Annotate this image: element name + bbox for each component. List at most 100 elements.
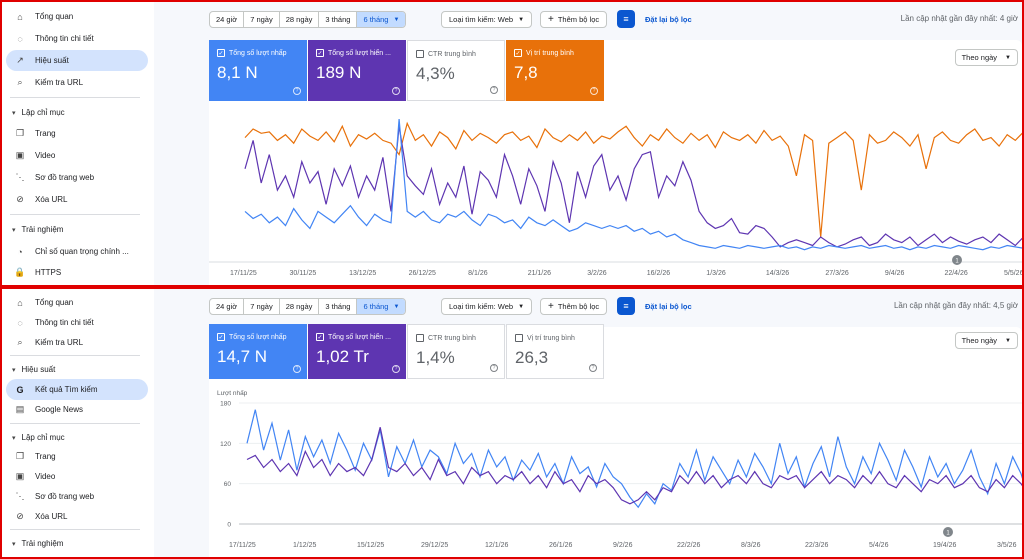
metric-label: CTR trung bình	[428, 50, 476, 58]
metric-card-clicks[interactable]: ✓ Tổng số lượt nhấp 8,1 N?	[209, 40, 307, 101]
filter-icon[interactable]: ≡	[617, 297, 635, 315]
video-icon: ▣	[15, 471, 25, 481]
metric-card-ctr[interactable]: CTR trung bình 1,4%?	[407, 324, 505, 379]
annotation-marker[interactable]: 1	[952, 255, 962, 265]
sidebar-item-so-do-trang-web[interactable]: ⋱ Sơ đồ trang web	[6, 486, 148, 507]
range-28-ngay[interactable]: 28 ngày	[280, 12, 320, 27]
range-7-ngay[interactable]: 7 ngày	[244, 299, 280, 314]
metric-card-ctr[interactable]: CTR trung bình 4,3%?	[407, 40, 505, 101]
sidebar-item-google-news[interactable]: ▤ Google News	[6, 399, 148, 420]
search-icon: ⌕	[17, 77, 23, 87]
range-28-ngay[interactable]: 28 ngày	[280, 299, 320, 314]
line-chart-svg: 17/11/25 30/11/25 13/12/25 26/12/25 8/1/26 21…	[209, 119, 1024, 277]
x-tick-label: 5/5/26	[1004, 270, 1024, 277]
left-tick-label: 120	[220, 441, 231, 448]
add-filter-button[interactable]: + Thêm bộ lọc	[540, 298, 608, 315]
sidebar-divider	[10, 97, 140, 98]
checkbox-checked-icon[interactable]: ✓	[514, 49, 522, 57]
remove-url-icon: ⊘	[16, 511, 24, 521]
checkbox-icon[interactable]	[416, 334, 424, 342]
range-24-gio[interactable]: 24 giờ	[210, 12, 245, 27]
x-tick-label: 3/2/26	[587, 270, 607, 277]
add-filter-label: Thêm bộ lọc	[557, 15, 600, 24]
sidebar-item-trang[interactable]: ❐ Trang	[6, 446, 148, 467]
sidebar-item-hieu-suat[interactable]: ↗ Hiệu suất	[6, 50, 148, 71]
help-icon[interactable]: ?	[590, 87, 598, 95]
search-type-label: Loại tìm kiếm: Web	[449, 302, 514, 311]
range-label: 24 giờ	[216, 302, 238, 311]
metric-card-position[interactable]: ✓ Vị trí trung bình 7,8?	[506, 40, 604, 101]
sidebar-item-xoa-url[interactable]: ⊘ Xóa URL	[6, 189, 148, 210]
sidebar-item-trang[interactable]: ❐ Trang	[6, 123, 148, 144]
metric-card-impressions[interactable]: ✓ Tổng số lượt hiển ... 189 N?	[308, 40, 406, 101]
metric-label: Vị trí trung bình	[527, 334, 575, 342]
sidebar-section-header[interactable]: ▾ Trải nghiệm	[12, 539, 63, 548]
sidebar-item-kiem-tra-url[interactable]: ⌕ Kiểm tra URL	[6, 72, 148, 93]
reset-filters-link[interactable]: Đặt lại bộ lọc	[645, 302, 692, 311]
range-24-gio[interactable]: 24 giờ	[210, 299, 245, 314]
checkbox-icon[interactable]	[515, 334, 523, 342]
by-day-label: Theo ngày	[961, 53, 998, 62]
filter-icon[interactable]: ≡	[617, 10, 635, 28]
caret-down-icon: ▾	[12, 434, 16, 442]
checkbox-icon[interactable]	[416, 50, 424, 58]
plus-icon: +	[548, 301, 554, 312]
sidebar-item-kiem-tra-url[interactable]: ⌕ Kiểm tra URL	[6, 332, 148, 353]
reset-filters-link[interactable]: Đặt lại bộ lọc	[645, 15, 692, 24]
sidebar-item-thong-tin-chi-tiet[interactable]: ◌ Thông tin chi tiết	[6, 312, 148, 333]
sidebar-item-label: Thông tin chi tiết	[35, 318, 94, 327]
range-3-thang[interactable]: 3 tháng	[319, 12, 358, 27]
search-type-label: Loại tìm kiếm: Web	[449, 15, 514, 24]
chevron-down-icon: ▼	[393, 303, 400, 310]
sidebar-item-https[interactable]: 🔒 HTTPS	[6, 262, 148, 283]
checkbox-checked-icon[interactable]: ✓	[316, 49, 324, 57]
sidebar-section-header[interactable]: ▾ Hiệu suất	[12, 365, 55, 374]
sidebar-section-header[interactable]: ▾ Lập chỉ mục	[12, 108, 65, 117]
help-icon[interactable]: ?	[490, 86, 498, 94]
range-7-ngay[interactable]: 7 ngày	[244, 12, 280, 27]
checkbox-checked-icon[interactable]: ✓	[217, 49, 225, 57]
annotation-marker[interactable]: 1	[943, 527, 953, 537]
sidebar-item-video[interactable]: ▣ Video	[6, 466, 148, 487]
sidebar-section-header[interactable]: ▾ Trải nghiệm	[12, 225, 63, 234]
help-icon[interactable]: ?	[293, 87, 301, 95]
metric-value: 14,7 N	[217, 347, 268, 366]
help-icon[interactable]: ?	[293, 365, 301, 373]
help-icon[interactable]: ?	[392, 365, 400, 373]
sidebar-item-chi-so-quan-trong-chinh[interactable]: ◔ Chỉ số quan trọng chính ...	[6, 241, 148, 262]
sidebar-item-ket-qua-tim-kiem[interactable]: G Kết quả Tìm kiếm	[6, 379, 148, 400]
range-6-thang[interactable]: 6 tháng ▼	[357, 12, 406, 27]
search-type-chip[interactable]: Loại tìm kiếm: Web ▼	[441, 298, 533, 315]
x-tick-label: 15/12/25	[357, 542, 384, 549]
help-icon[interactable]: ?	[589, 364, 597, 372]
sidebar-item-xoa-url[interactable]: ⊘ Xóa URL	[6, 506, 148, 527]
metric-card-impressions[interactable]: ✓ Tổng số lượt hiển ... 1,02 Tr?	[308, 324, 406, 379]
date-range-selector: 24 giờ 7 ngày 28 ngày 3 tháng 6 tháng ▼	[209, 298, 407, 315]
sidebar-item-tong-quan[interactable]: ⌂ Tổng quan	[6, 6, 148, 27]
add-filter-button[interactable]: + Thêm bộ lọc	[540, 11, 608, 28]
by-day-dropdown[interactable]: Theo ngày ▼	[954, 49, 1018, 66]
google-icon: G	[16, 384, 24, 395]
range-6-thang[interactable]: 6 tháng ▼	[357, 299, 406, 314]
range-3-thang[interactable]: 3 tháng	[319, 299, 358, 314]
checkbox-checked-icon[interactable]: ✓	[316, 333, 324, 341]
metric-card-clicks[interactable]: ✓ Tổng số lượt nhấp 14,7 N?	[209, 324, 307, 379]
by-day-dropdown[interactable]: Theo ngày ▼	[954, 332, 1018, 349]
sidebar-item-thong-tin-chi-tiet[interactable]: ◌ Thông tin chi tiết	[6, 28, 148, 49]
sidebar-section-header[interactable]: ▾ Lập chỉ mục	[12, 433, 65, 442]
checkbox-checked-icon[interactable]: ✓	[217, 333, 225, 341]
x-tick-label: 29/12/25	[421, 542, 448, 549]
sidebar-item-video[interactable]: ▣ Video	[6, 145, 148, 166]
search-type-chip[interactable]: Loại tìm kiếm: Web ▼	[441, 11, 533, 28]
annotation-label: 1	[946, 531, 950, 537]
sidebar: ⌂ Tổng quan ◌ Thông tin chi tiết ⌕ Kiểm tra U…	[2, 289, 154, 557]
sidebar-item-so-do-trang-web[interactable]: ⋱ Sơ đồ trang web	[6, 167, 148, 188]
sidebar-item-tong-quan[interactable]: ⌂ Tổng quan	[6, 292, 148, 313]
annotation-dot	[952, 255, 962, 265]
remove-url-icon: ⊘	[16, 194, 24, 204]
lock-icon: 🔒	[14, 267, 26, 277]
help-icon[interactable]: ?	[490, 364, 498, 372]
metric-card-position[interactable]: Vị trí trung bình 26,3?	[506, 324, 604, 379]
help-icon[interactable]: ?	[392, 87, 400, 95]
chevron-down-icon: ▼	[393, 16, 400, 23]
